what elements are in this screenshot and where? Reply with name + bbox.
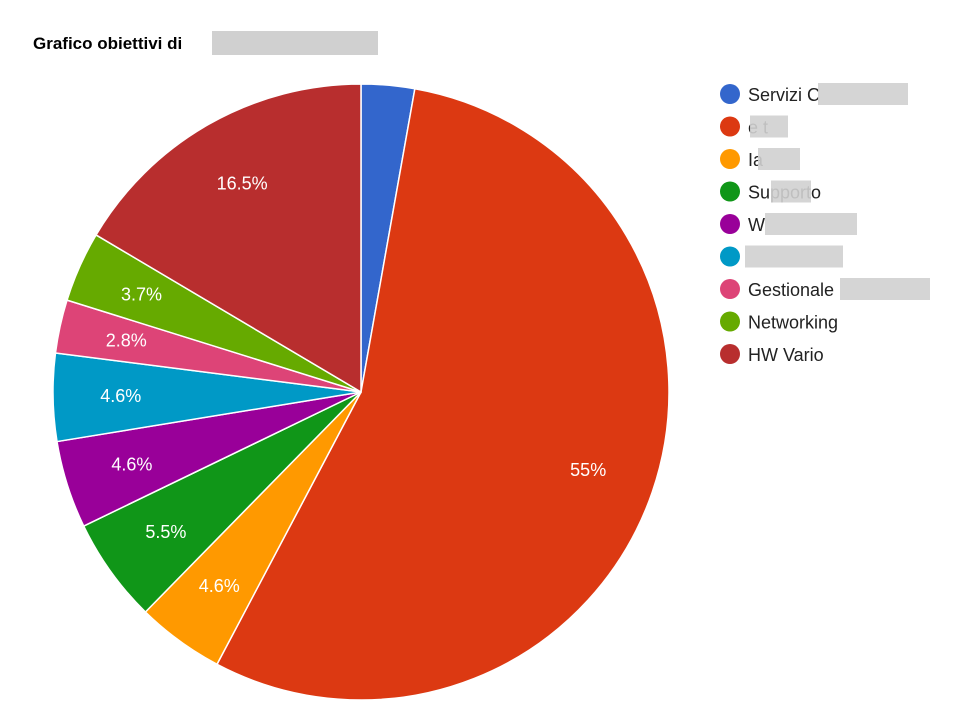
chart-title: Grafico obiettivi di [33, 34, 182, 53]
pie-slices [52, 83, 670, 701]
slice-label-7: 3.7% [121, 284, 162, 304]
pie-slice-1[interactable] [215, 87, 670, 701]
legend: Servizi C e t Ia Supporto W Gestionale Network… [720, 83, 930, 365]
legend-redaction-3 [771, 180, 811, 203]
legend-item-6[interactable]: Gestionale [720, 278, 930, 300]
redacted-title-part [212, 31, 378, 55]
slice-label-1: 55% [570, 460, 606, 480]
legend-swatch-7 [720, 311, 740, 332]
legend-item-3[interactable]: Supporto [720, 180, 821, 203]
legend-swatch-3 [720, 181, 740, 202]
legend-redaction-4 [765, 213, 857, 235]
slice-label-8: 16.5% [217, 173, 268, 193]
pie-slice-8[interactable] [95, 83, 362, 394]
legend-item-4[interactable]: W [720, 213, 857, 235]
slice-label-6: 2.8% [106, 331, 147, 351]
legend-label-4: W [748, 215, 765, 235]
slice-label-4: 4.6% [111, 454, 152, 474]
legend-redaction-6 [840, 278, 930, 300]
legend-item-8[interactable]: HW Vario [720, 344, 824, 365]
legend-swatch-2 [720, 149, 740, 169]
slice-label-3: 5.5% [145, 522, 186, 542]
legend-label-8: HW Vario [748, 345, 824, 365]
legend-label-6: Gestionale [748, 280, 834, 300]
legend-item-2[interactable]: Ia [720, 148, 800, 170]
legend-redaction-2 [758, 148, 800, 170]
legend-item-7[interactable]: Networking [720, 311, 838, 333]
legend-item-1[interactable]: e t [720, 115, 788, 138]
legend-label-0: Servizi C [748, 85, 820, 105]
legend-swatch-1 [720, 116, 740, 137]
legend-redaction-1 [750, 115, 788, 138]
chart-title-group: Grafico obiettivi di [33, 31, 378, 55]
legend-swatch-8 [720, 344, 740, 364]
slice-label-5: 4.6% [100, 386, 141, 406]
legend-label-7: Networking [748, 313, 838, 333]
legend-swatch-0 [720, 84, 740, 104]
legend-swatch-6 [720, 279, 740, 299]
slice-label-2: 4.6% [199, 576, 240, 596]
legend-item-5[interactable] [720, 245, 843, 268]
pie-slice-labels: 55% 4.6% 5.5% 4.6% 4.6% 2.8% 3.7% 16.5% [100, 173, 606, 596]
legend-redaction-5 [745, 245, 843, 268]
legend-item-0[interactable]: Servizi C [720, 83, 908, 105]
legend-redaction-0 [818, 83, 908, 105]
legend-swatch-4 [720, 214, 740, 234]
legend-swatch-5 [720, 246, 740, 267]
